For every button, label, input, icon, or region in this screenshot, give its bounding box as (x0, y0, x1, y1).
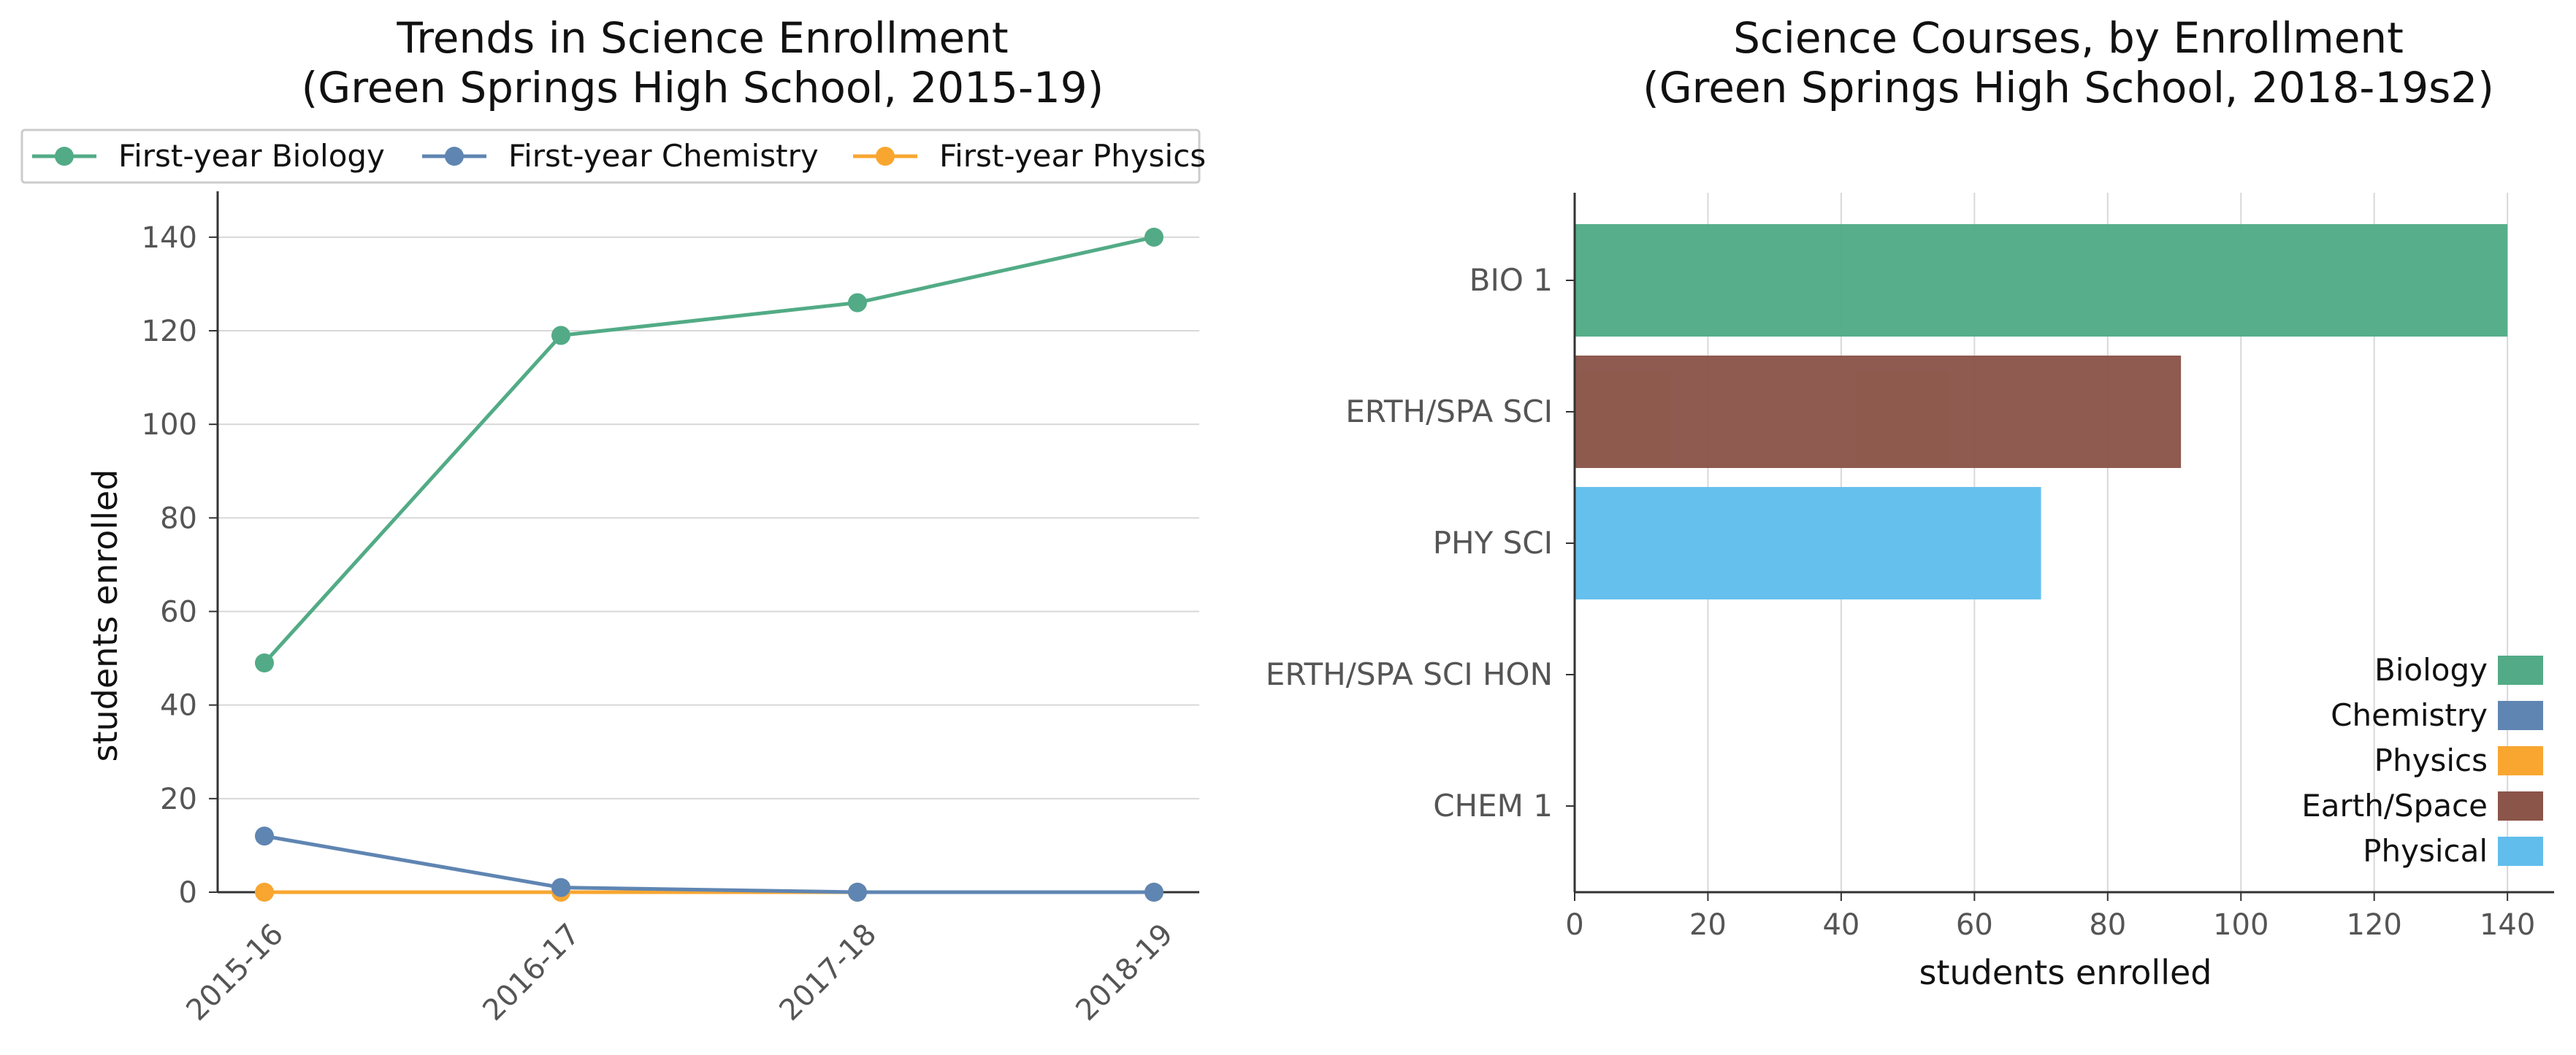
bar-erth-spa-sci (1575, 356, 2182, 468)
right-category-label: ERTH/SPA SCI HON (1266, 656, 1553, 692)
bar-bio-1 (1575, 224, 2508, 337)
left-series-lines (255, 227, 1163, 902)
legend-swatch (2498, 791, 2543, 821)
legend-item: Chemistry (2331, 697, 2543, 733)
right-x-axis-label: students enrolled (1919, 953, 2212, 992)
right-category-label: CHEM 1 (1433, 788, 1553, 824)
series-point (551, 326, 570, 345)
series-point (848, 293, 867, 312)
left-y-tick-label: 0 (179, 876, 197, 910)
legend-label: Physical (2363, 833, 2488, 869)
legend-item: First-year Biology (32, 138, 385, 174)
legend-label: Chemistry (2331, 697, 2488, 733)
legend-item: First-year Chemistry (422, 138, 819, 174)
series-point (255, 653, 274, 672)
legend-label: First-year Biology (118, 138, 385, 174)
legend-marker (55, 147, 74, 166)
left-y-tick-label: 100 (142, 408, 197, 442)
right-x-tick-label: 120 (2347, 908, 2402, 942)
left-y-tick-label: 80 (160, 502, 197, 535)
legend-label: Physics (2374, 743, 2488, 778)
bar-phy-sci (1575, 487, 2041, 599)
left-y-tick-label: 20 (160, 783, 197, 816)
left-y-tick-labels: 0 20 40 60 80 100 120 140 (142, 221, 197, 910)
right-legend: Biology Chemistry Physics Earth/Space Physic… (2301, 652, 2543, 869)
right-x-tick-label: 0 (1565, 908, 1583, 942)
right-x-tick-label: 20 (1689, 908, 1727, 942)
series-point (848, 883, 867, 902)
left-x-tick-label: 2015-16 (180, 918, 290, 1028)
left-x-tick-label: 2018-19 (1069, 918, 1180, 1028)
right-category-label: ERTH/SPA SCI (1345, 394, 1553, 429)
left-chart-title: Trends in Science Enrollment (396, 13, 1008, 63)
legend-swatch (2498, 837, 2543, 866)
legend-marker (445, 147, 464, 166)
series-line (264, 834, 1154, 894)
left-y-tick-label: 120 (142, 315, 197, 348)
left-legend: First-year Biology First-year Chemistry Fi… (20, 128, 1206, 184)
right-bars (1575, 224, 2508, 599)
left-y-tick-label: 40 (160, 689, 197, 723)
legend-label: Biology (2374, 652, 2488, 688)
left-y-axis-label: students enrolled (85, 469, 125, 762)
left-axes (209, 191, 1199, 901)
legend-item: Biology (2374, 652, 2543, 688)
series-point (1144, 227, 1163, 247)
right-axes (1566, 193, 2554, 901)
legend-marker (876, 147, 895, 166)
legend-label: First-year Chemistry (508, 138, 819, 174)
left-x-tick-label: 2016-17 (476, 918, 586, 1028)
left-y-tick-label: 60 (160, 596, 197, 629)
legend-label: First-year Physics (939, 138, 1206, 174)
legend-item: Physics (2374, 743, 2543, 778)
left-gridlines (218, 236, 1199, 799)
series-point (255, 826, 274, 846)
legend-swatch (2498, 746, 2543, 775)
legend-swatch (2498, 656, 2543, 685)
left-legend-box (20, 128, 1201, 184)
legend-item: First-year Physics (853, 138, 1206, 174)
right-x-tick-label: 100 (2213, 908, 2269, 942)
right-category-labels: BIO 1 ERTH/SPA SCI PHY SCI ERTH/SPA SCI HON… (1266, 262, 1553, 824)
legend-label: Earth/Space (2301, 788, 2488, 824)
series-point (551, 878, 570, 897)
series-line (263, 235, 1155, 664)
series-point (255, 883, 274, 902)
right-chart-subtitle: (Green Springs High School, 2018-19s2) (1643, 63, 2494, 112)
series-point (1144, 883, 1163, 902)
enrollment-trend-chart: Trends in Science Enrollment (Green Spri… (20, 13, 1206, 1028)
series-first-year-biology (255, 227, 1163, 672)
right-x-tick-label: 60 (1956, 908, 1993, 942)
legend-swatch (2498, 701, 2543, 730)
left-x-tick-labels: 2015-16 2016-17 2017-18 2018-19 (180, 918, 1180, 1028)
course-enrollment-chart: Science Courses, by Enrollment (Green Sp… (1266, 13, 2554, 992)
right-category-label: BIO 1 (1469, 262, 1553, 298)
legend-item: Physical (2363, 833, 2543, 869)
left-y-tick-label: 140 (142, 221, 197, 255)
right-x-tick-label: 40 (1822, 908, 1860, 942)
right-chart-title: Science Courses, by Enrollment (1733, 13, 2404, 63)
series-first-year-chemistry (255, 826, 1163, 902)
right-x-tick-label: 140 (2480, 908, 2535, 942)
right-x-tick-labels: 0 20 40 60 80 100 120 140 (1565, 908, 2535, 942)
right-category-label: PHY SCI (1433, 525, 1553, 561)
right-x-tick-label: 80 (2089, 908, 2126, 942)
legend-item: Earth/Space (2301, 788, 2543, 824)
left-x-tick-label: 2017-18 (773, 918, 883, 1028)
left-chart-subtitle: (Green Springs High School, 2015-19) (302, 63, 1104, 112)
